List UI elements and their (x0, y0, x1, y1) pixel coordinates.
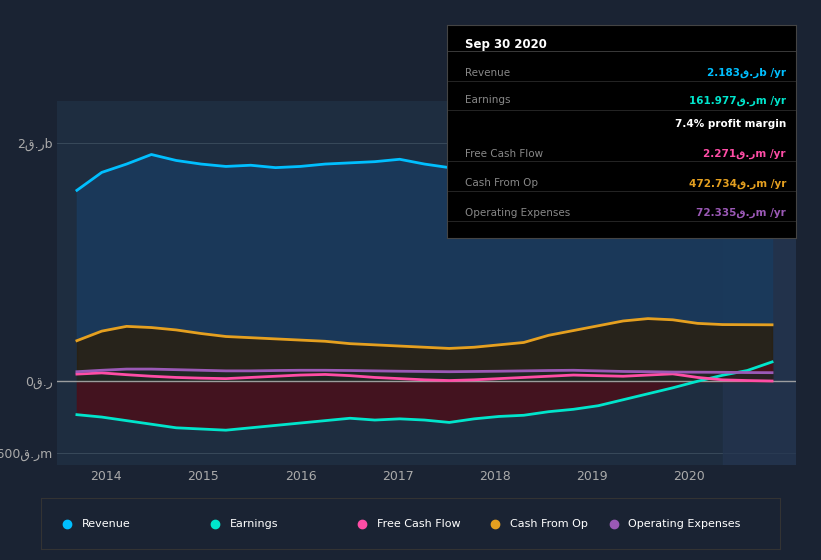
Text: 2.271ق.رm /yr: 2.271ق.رm /yr (704, 148, 786, 159)
Text: Cash From Op: Cash From Op (511, 519, 588, 529)
Text: 161.977ق.رm /yr: 161.977ق.رm /yr (689, 95, 786, 106)
Text: Free Cash Flow: Free Cash Flow (465, 148, 543, 158)
Text: Revenue: Revenue (465, 68, 510, 78)
Text: Free Cash Flow: Free Cash Flow (377, 519, 461, 529)
Text: Revenue: Revenue (82, 519, 131, 529)
Text: 7.4% profit margin: 7.4% profit margin (675, 119, 786, 129)
Text: Operating Expenses: Operating Expenses (629, 519, 741, 529)
Text: Cash From Op: Cash From Op (465, 179, 538, 188)
Text: 472.734ق.رm /yr: 472.734ق.رm /yr (689, 179, 786, 189)
Text: 72.335ق.رm /yr: 72.335ق.رm /yr (696, 208, 786, 218)
Text: Earnings: Earnings (230, 519, 278, 529)
Bar (723, 101, 796, 465)
Text: 2.183ق.رb /yr: 2.183ق.رb /yr (707, 68, 786, 78)
Text: Operating Expenses: Operating Expenses (465, 208, 570, 218)
Text: Earnings: Earnings (465, 95, 511, 105)
Text: Sep 30 2020: Sep 30 2020 (465, 38, 547, 51)
